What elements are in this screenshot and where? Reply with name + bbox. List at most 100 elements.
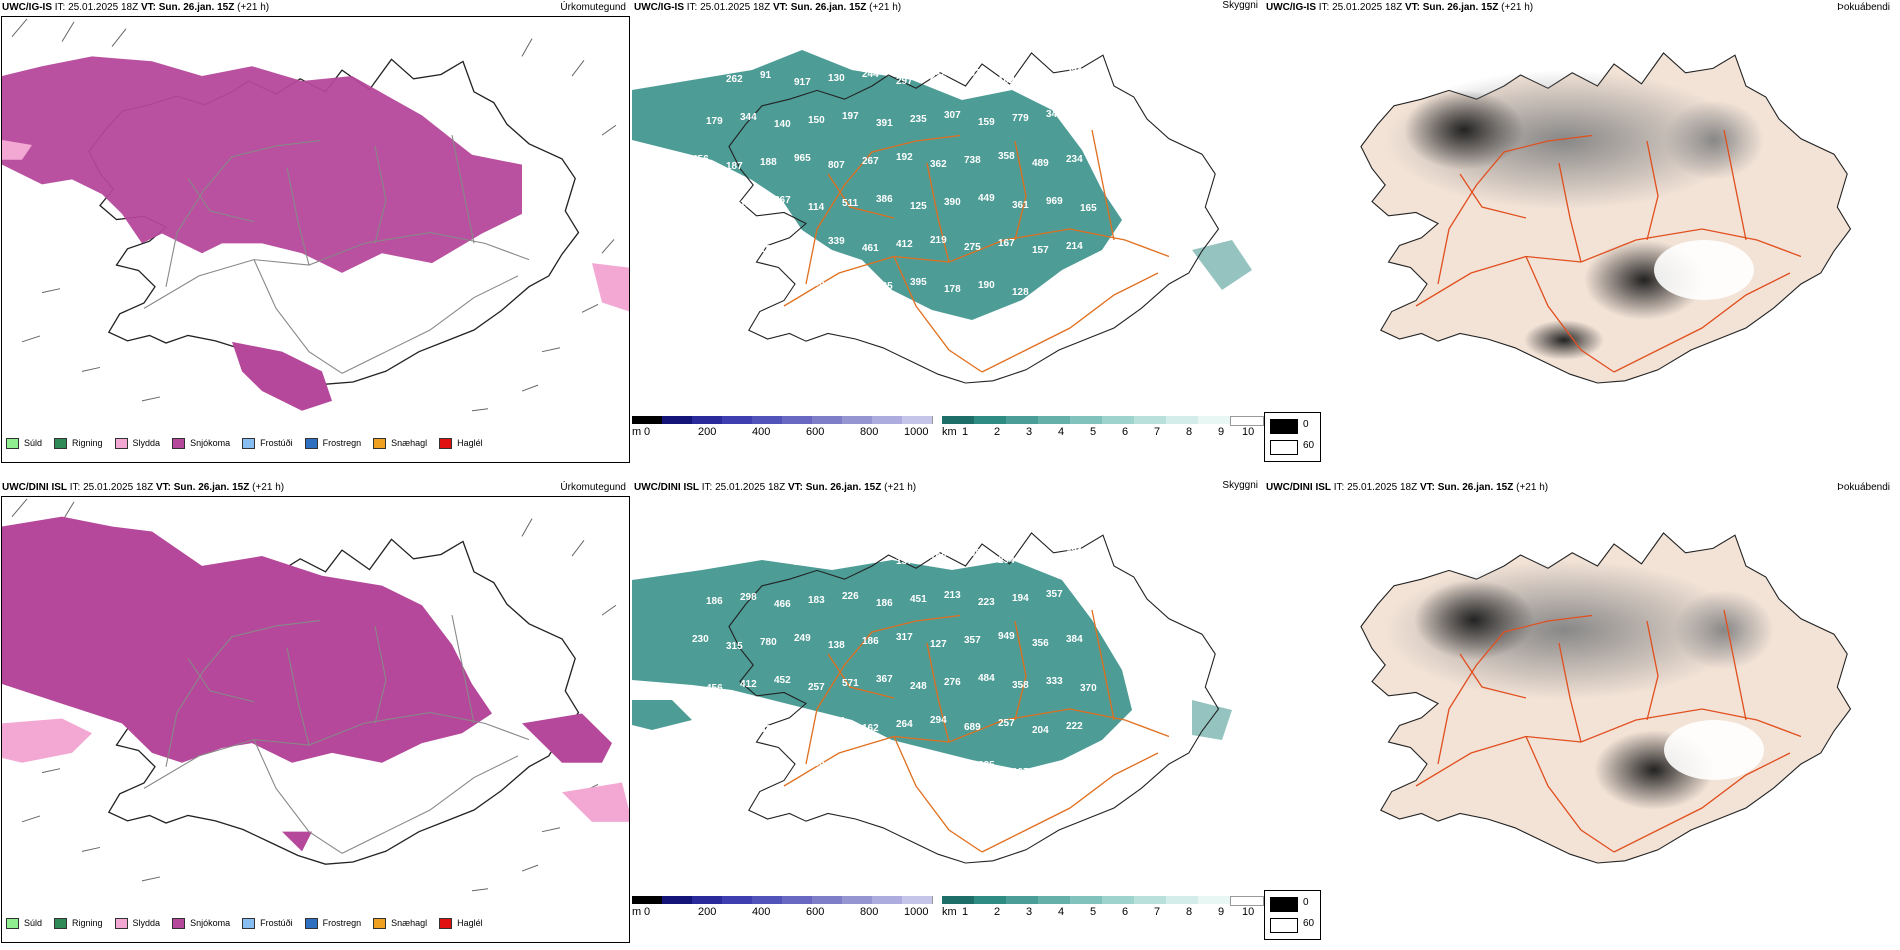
precip-type-panel-row1: Súld Rigning Slydda Snjókoma Frostúði Fr… bbox=[0, 0, 630, 470]
cloudbase-label: 128 bbox=[1012, 287, 1029, 298]
vis-unit: km bbox=[942, 426, 957, 438]
vis-seg bbox=[1070, 896, 1103, 904]
vis-tick: 9 bbox=[1218, 426, 1225, 438]
cloudbase-label: 236 bbox=[930, 72, 947, 83]
cloudbase-label: 738 bbox=[964, 155, 981, 166]
cloudbase-label: 125 bbox=[760, 800, 777, 811]
vis-tick: 5 bbox=[1090, 906, 1097, 918]
cloudbase-label: 267 bbox=[862, 156, 879, 167]
cloudbase-label: 91 bbox=[760, 70, 772, 81]
cloudbase-label: 264 bbox=[896, 719, 913, 730]
cloudbase-label: 221 bbox=[740, 286, 757, 297]
cloudbase-label: 182 bbox=[1046, 283, 1063, 294]
vis-tick: 3 bbox=[1026, 906, 1033, 918]
cb-seg bbox=[842, 896, 873, 904]
legend-item-snjokoma: Snjókoma bbox=[172, 437, 230, 449]
cb-seg bbox=[722, 896, 753, 904]
legend-swatch bbox=[114, 437, 128, 449]
cloudbase-label: 276 bbox=[944, 677, 961, 688]
vis-seg bbox=[1198, 416, 1231, 424]
legend-swatch bbox=[6, 437, 19, 449]
panel-title: UWC/IG-IS IT: 25.01.2025 18Z VT: Sun. 26… bbox=[634, 2, 902, 13]
vis-seg bbox=[1230, 416, 1264, 426]
visibility-colorbar: km 1 2 3 4 5 6 7 8 9 10 bbox=[942, 896, 1264, 918]
cb-seg bbox=[662, 896, 693, 904]
panel-title: UWC/IG-IS IT: 25.01.2025 18Z VT: Sun. 26… bbox=[2, 2, 270, 13]
cloudbase-label: 302 bbox=[842, 765, 859, 776]
cloudbase-label: 187 bbox=[726, 161, 743, 172]
cloudbase-label: 262 bbox=[726, 74, 743, 85]
cloudbase-label: 222 bbox=[1066, 721, 1083, 732]
cb-seg bbox=[902, 896, 933, 904]
vis-tick: 2 bbox=[994, 426, 1001, 438]
cloudbase-label: 178 bbox=[944, 284, 961, 295]
cloudbase-label: 386 bbox=[876, 194, 893, 205]
cloudbase-label: 66 bbox=[726, 804, 738, 815]
cloudbase-label: 297 bbox=[692, 547, 709, 558]
cloudbase-label: 452 bbox=[774, 675, 791, 686]
cb-tick: 1000 bbox=[904, 906, 929, 918]
cb-tick: 800 bbox=[860, 426, 879, 438]
vis-tick: 10 bbox=[1242, 906, 1255, 918]
cloudbase-label: 339 bbox=[828, 236, 845, 247]
vis-tick: 10 bbox=[1242, 426, 1255, 438]
precip-type-map-frame: Súld Rigning Slydda Snjókoma Frostúði Fr… bbox=[1, 16, 630, 463]
cloudbase-label: 358 bbox=[1012, 680, 1029, 691]
cb-unit: m bbox=[632, 906, 642, 918]
cloudbase-label: 297 bbox=[896, 76, 913, 87]
cloudbase-label: 307 bbox=[944, 110, 961, 121]
vis-seg bbox=[974, 896, 1007, 904]
legend-item-frostregn: Frostregn bbox=[304, 437, 361, 449]
cloudbase-label: 521 bbox=[692, 241, 709, 252]
legend-swatch bbox=[54, 437, 68, 449]
cb-seg bbox=[842, 416, 873, 424]
cloudbase-label: 484 bbox=[978, 673, 995, 684]
cloudbase-label: 204 bbox=[1032, 725, 1049, 736]
cloudbase-label: 367 bbox=[876, 674, 893, 685]
cloudbase-label: 167 bbox=[998, 238, 1015, 249]
legend-item-snjokoma: Snjókoma bbox=[172, 917, 230, 929]
cloudbase-label: 298 bbox=[740, 592, 757, 603]
cb-seg bbox=[722, 416, 753, 424]
cloudbase-label: 449 bbox=[978, 193, 995, 204]
vis-seg bbox=[942, 416, 975, 424]
legend-item-slydda: Slydda bbox=[114, 437, 160, 449]
cloudbase-label: 201 bbox=[964, 68, 981, 79]
visibility-panel-row2: UWC/DINI ISL IT: 25.01.2025 18Z VT: Sun.… bbox=[632, 480, 1264, 950]
legend-item-rigning: Rigning bbox=[54, 437, 103, 449]
vis-tick: 1 bbox=[962, 906, 969, 918]
cloudbase-label: 179 bbox=[706, 116, 723, 127]
cb-tick: 0 bbox=[644, 906, 651, 918]
cloudbase-label: 511 bbox=[842, 198, 859, 209]
vis-seg bbox=[1006, 416, 1039, 424]
cb-seg bbox=[782, 416, 813, 424]
cloudbase-colorbar: m 0 200 400 600 800 1000 bbox=[632, 416, 933, 438]
cloudbase-label: 111 bbox=[794, 720, 810, 731]
cb-tick: 0 bbox=[644, 426, 651, 438]
vis-seg bbox=[1198, 896, 1231, 904]
cloudbase-label: 165 bbox=[1080, 203, 1097, 214]
vis-tick: 8 bbox=[1186, 906, 1193, 918]
vis-seg bbox=[1230, 896, 1264, 906]
cloudbase-label: 370 bbox=[1080, 683, 1097, 694]
vis-tick: 8 bbox=[1186, 426, 1193, 438]
cloudbase-label: 275 bbox=[964, 242, 981, 253]
vis-tick: 5 bbox=[1090, 426, 1097, 438]
legend-item-frostudi: Frostúði bbox=[242, 437, 293, 449]
legend-item-snaehagl: Snæhagl bbox=[373, 917, 427, 929]
cb-tick: 600 bbox=[806, 906, 825, 918]
cloudbase-label: 421 bbox=[1066, 547, 1083, 558]
cloudbase-label: 130 bbox=[828, 73, 845, 84]
cloudbase-label: 157 bbox=[1032, 245, 1049, 256]
panel-title: UWC/DINI ISL IT: 25.01.2025 18Z VT: Sun.… bbox=[1266, 482, 1549, 493]
legend-item-slydda: Slydda bbox=[114, 917, 160, 929]
cb-tick: 400 bbox=[752, 426, 771, 438]
cloudbase-label: 412 bbox=[740, 679, 757, 690]
vis-seg bbox=[1038, 416, 1071, 424]
cb-seg bbox=[872, 416, 903, 424]
vis-tick: 6 bbox=[1122, 906, 1129, 918]
vis-tick: 7 bbox=[1154, 426, 1161, 438]
cloudbase-label: 162 bbox=[862, 723, 879, 734]
cloudbase-label: 556 bbox=[944, 764, 961, 775]
legend-swatch bbox=[242, 917, 256, 929]
